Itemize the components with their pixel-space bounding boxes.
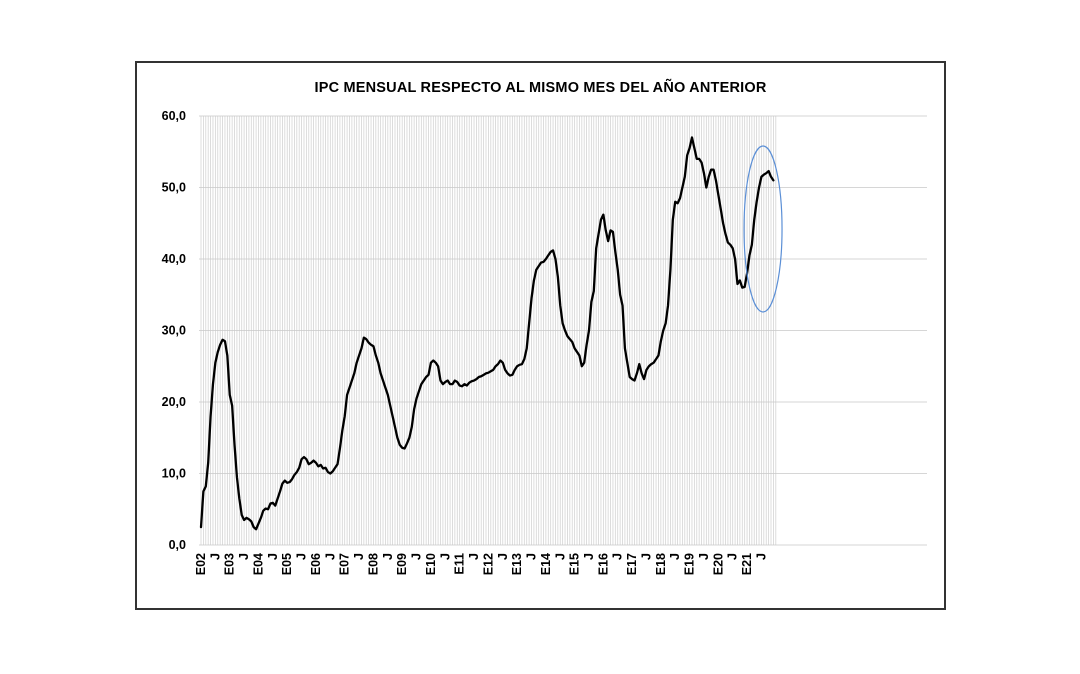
x-tick-label: E16 <box>596 553 610 575</box>
x-tick-label: J <box>438 553 452 560</box>
x-tick-label: E08 <box>366 553 380 575</box>
x-tick-label: E15 <box>568 553 582 575</box>
y-tick-label: 10,0 <box>162 467 186 481</box>
x-tick-label: J <box>323 553 337 560</box>
x-tick-label: E04 <box>251 553 265 575</box>
x-tick-label: J <box>726 553 740 560</box>
x-tick-label: J <box>266 553 280 560</box>
x-tick-label: J <box>381 553 395 560</box>
x-tick-label: J <box>611 553 625 560</box>
x-tick-label: J <box>754 553 768 560</box>
x-tick-label: E18 <box>654 553 668 575</box>
x-tick-label: J <box>668 553 682 560</box>
y-tick-label: 40,0 <box>162 252 186 266</box>
x-tick-label: E06 <box>309 553 323 575</box>
x-tick-label: E07 <box>338 553 352 575</box>
x-tick-label: J <box>352 553 366 560</box>
x-tick-label: J <box>237 553 251 560</box>
y-tick-label: 20,0 <box>162 395 186 409</box>
x-tick-label: E17 <box>625 553 639 575</box>
horizontal-grid <box>199 115 927 546</box>
y-tick-label: 50,0 <box>162 181 186 195</box>
y-tick-label: 0,0 <box>169 538 186 552</box>
highlight-ellipse <box>743 145 783 313</box>
x-tick-label: E09 <box>395 553 409 575</box>
x-tick-label: E13 <box>510 553 524 575</box>
y-axis-ticks: 0,0 10,0 20,0 30,0 40,0 50,0 60,0 <box>162 109 186 552</box>
x-tick-label: E02 <box>194 553 208 575</box>
chart-title: IPC MENSUAL RESPECTO AL MISMO MES DEL AÑ… <box>314 80 767 96</box>
x-tick-label: J <box>553 553 567 560</box>
x-tick-label: J <box>697 553 711 560</box>
x-axis-ticks: E02 J E03 J E04 J E05 J E06 J E07 J E08 J E09 J E10 J E11 J… <box>194 553 768 575</box>
x-tick-label: E19 <box>683 553 697 575</box>
x-tick-label: E05 <box>280 553 294 575</box>
x-tick-label: J <box>525 553 539 560</box>
y-tick-label: 60,0 <box>162 109 186 123</box>
x-tick-label: E21 <box>740 553 754 575</box>
x-tick-label: J <box>582 553 596 560</box>
x-tick-label: E03 <box>223 553 237 575</box>
x-tick-label: E14 <box>539 553 553 575</box>
x-tick-label: J <box>496 553 510 560</box>
x-tick-label: J <box>467 553 481 560</box>
x-tick-label: E20 <box>711 553 725 575</box>
y-tick-label: 30,0 <box>162 324 186 338</box>
x-tick-label: E10 <box>424 553 438 575</box>
x-tick-label: J <box>295 553 309 560</box>
chart-frame: IPC MENSUAL RESPECTO AL MISMO MES DEL AÑ… <box>135 61 946 610</box>
x-tick-label: J <box>410 553 424 560</box>
x-tick-label: J <box>639 553 653 560</box>
chart-plot: 0,010,020,030,040,050,060,0 E02 J E03 J E04 J… <box>162 109 927 575</box>
x-tick-label: E12 <box>481 553 495 575</box>
series-line <box>199 136 775 531</box>
x-tick-label: J <box>208 553 222 560</box>
x-tick-label: E11 <box>453 553 467 575</box>
